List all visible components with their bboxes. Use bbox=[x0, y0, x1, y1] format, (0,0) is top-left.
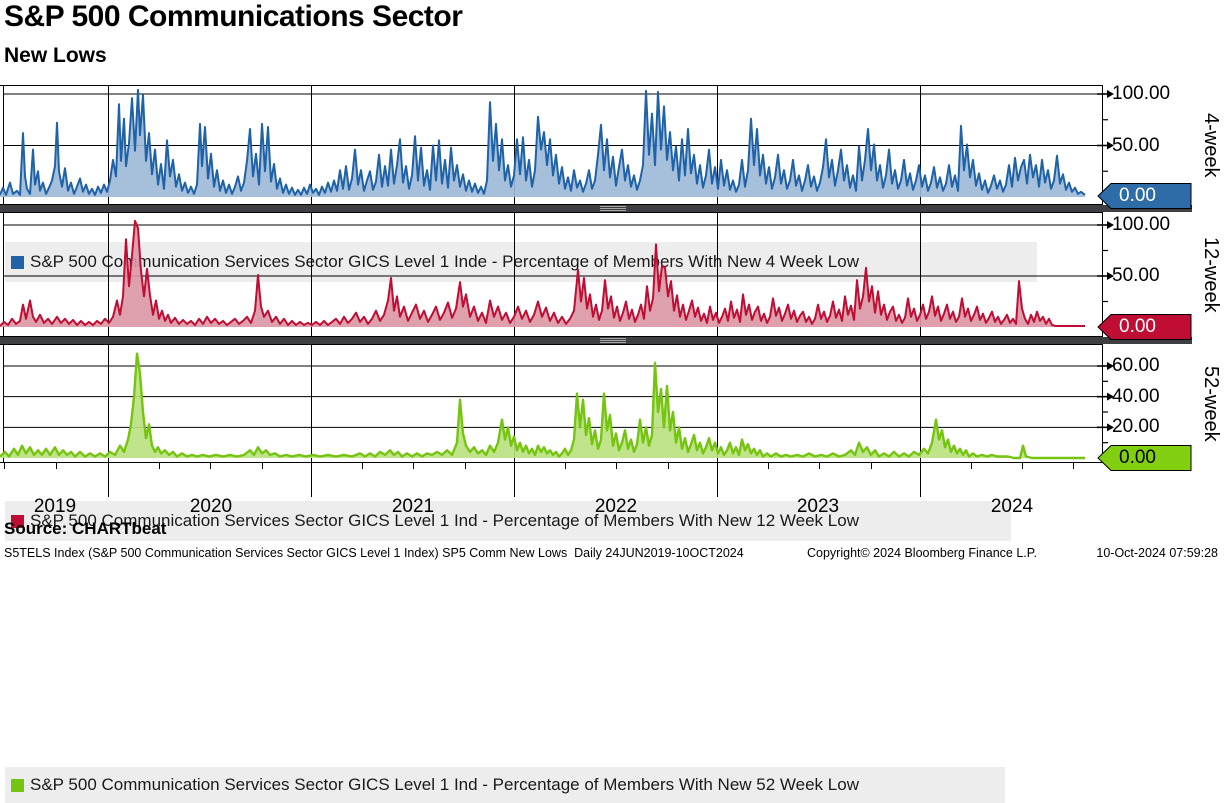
drag-grip-icon[interactable] bbox=[600, 206, 626, 211]
quarter-tick bbox=[971, 463, 972, 469]
last-value-tag-52-week: 0.00 bbox=[1097, 444, 1193, 472]
quarter-tick bbox=[4, 463, 5, 469]
legend-label-52-week: S&P 500 Communication Services Sector GI… bbox=[30, 775, 859, 794]
footer-security-info: S5TELS Index (S&P 500 Communication Serv… bbox=[4, 546, 744, 560]
quarter-tick bbox=[262, 463, 263, 469]
page-title: S&P 500 Communications Sector bbox=[4, 0, 463, 33]
last-value-tag-12-week: 0.00 bbox=[1097, 313, 1193, 341]
year-label-2020: 2020 bbox=[189, 496, 233, 517]
footer-datetime: 10-Oct-2024 07:59:28 bbox=[1096, 546, 1218, 560]
panel-12-week: S&P 500 Communication Services Sector GI… bbox=[0, 212, 1114, 541]
y-tick-label: 50.00 bbox=[1112, 134, 1160, 156]
page-subtitle: New Lows bbox=[4, 44, 107, 67]
quarter-tick bbox=[159, 463, 160, 469]
source-line: Source: CHARTbeat bbox=[4, 519, 167, 538]
last-value-4-week: 0.00 bbox=[1119, 185, 1156, 206]
year-label-2021: 2021 bbox=[391, 496, 435, 517]
year-boundary-line bbox=[514, 463, 515, 497]
last-value-52-week: 0.00 bbox=[1119, 447, 1156, 468]
axis-title-52-week: 52-week bbox=[1200, 365, 1222, 442]
year-label-2019: 2019 bbox=[33, 496, 77, 517]
quarter-tick bbox=[871, 463, 872, 469]
y-tick-label: 100.00 bbox=[1112, 83, 1171, 104]
quarter-tick bbox=[768, 463, 769, 469]
year-boundary-line bbox=[920, 463, 921, 497]
axis-title-12-week: 12-week bbox=[1200, 236, 1222, 313]
year-boundary-line bbox=[108, 463, 109, 497]
year-label-2022: 2022 bbox=[594, 496, 638, 517]
axis-title-4-week: 4-week bbox=[1200, 112, 1222, 178]
drag-grip-icon[interactable] bbox=[600, 338, 626, 343]
quarter-tick bbox=[616, 463, 617, 469]
panel-12-week-plot bbox=[0, 212, 1114, 337]
quarter-tick bbox=[668, 463, 669, 469]
legend-swatch-52-week bbox=[11, 778, 24, 792]
panel-separator-2[interactable] bbox=[0, 337, 1192, 344]
quarter-tick bbox=[362, 463, 363, 469]
year-boundary-line bbox=[311, 463, 312, 497]
legend-swatch-4-week bbox=[11, 255, 24, 269]
quarter-tick bbox=[413, 463, 414, 469]
legend-label-4-week: S&P 500 Communication Services Sector GI… bbox=[30, 252, 859, 271]
footer-copyright: Copyright© 2024 Bloomberg Finance L.P. bbox=[807, 546, 1037, 560]
legend-label-12-week: S&P 500 Communication Services Sector GI… bbox=[30, 511, 859, 530]
y-tick-label: 40.00 bbox=[1112, 385, 1160, 407]
quarter-tick bbox=[465, 463, 466, 469]
panel-separator-1[interactable] bbox=[0, 205, 1192, 212]
panel-52-week-plot bbox=[0, 344, 1114, 463]
quarter-tick bbox=[565, 463, 566, 469]
y-tick-label: 50.00 bbox=[1112, 265, 1160, 286]
legend-12-week: S&P 500 Communication Services Sector GI… bbox=[5, 501, 1011, 541]
year-label-2024: 2024 bbox=[990, 496, 1034, 517]
last-value-tag-4-week: 0.00 bbox=[1097, 182, 1193, 210]
year-boundary-line bbox=[717, 463, 718, 497]
panel-4-week: S&P 500 Communication Services Sector GI… bbox=[0, 85, 1114, 282]
quarter-tick bbox=[1073, 463, 1074, 469]
last-value-12-week: 0.00 bbox=[1119, 316, 1156, 337]
quarter-tick bbox=[210, 463, 211, 469]
panel-4-week-plot bbox=[0, 85, 1114, 205]
quarter-tick bbox=[819, 463, 820, 469]
legend-swatch-12-week bbox=[11, 514, 24, 528]
panel-52-week: S&P 500 Communication Services Sector GI… bbox=[0, 344, 1114, 803]
year-label-2023: 2023 bbox=[796, 496, 840, 517]
y-tick-label: 20.00 bbox=[1112, 416, 1160, 438]
x-axis: 2019 2020 2021 2022 2023 2024 bbox=[0, 463, 1103, 520]
quarter-tick bbox=[56, 463, 57, 469]
quarter-tick bbox=[1022, 463, 1023, 469]
y-tick-label: 100.00 bbox=[1112, 214, 1171, 235]
legend-52-week: S&P 500 Communication Services Sector GI… bbox=[5, 767, 1005, 803]
y-tick-label: 60.00 bbox=[1112, 355, 1160, 376]
